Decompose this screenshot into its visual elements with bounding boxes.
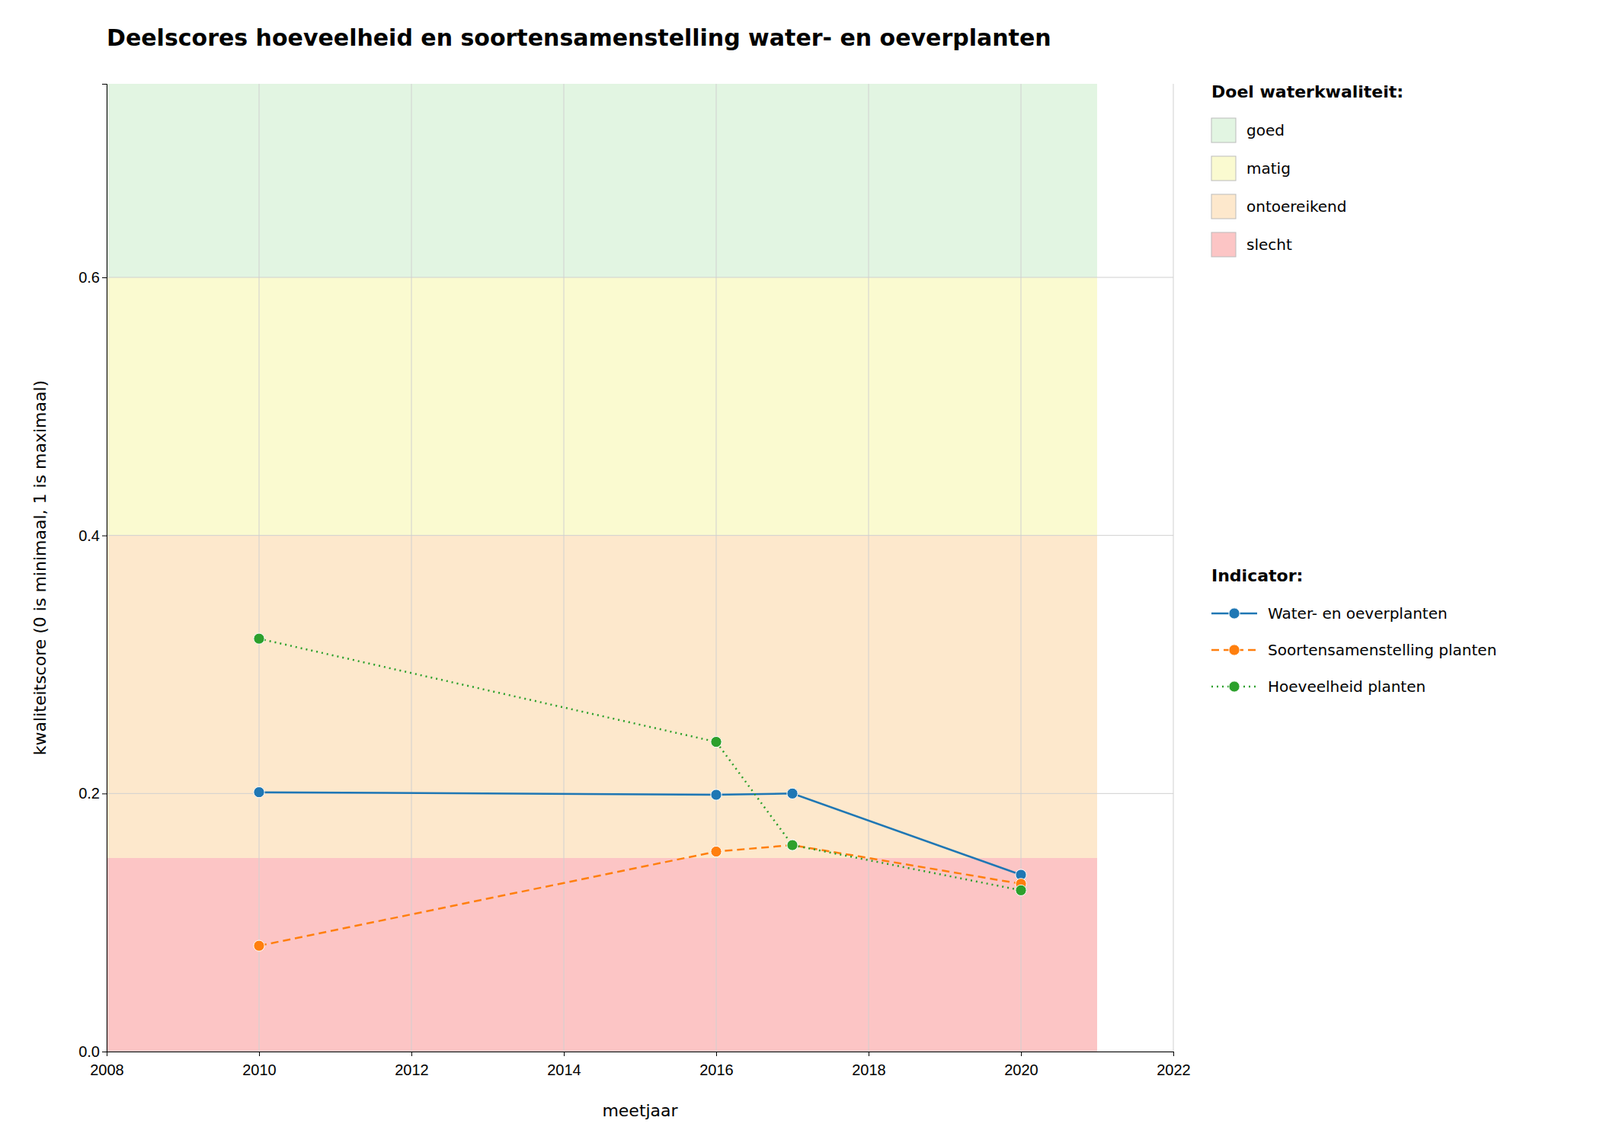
- series-point: [787, 787, 798, 799]
- series-point: [710, 736, 722, 747]
- legend-title: Indicator:: [1211, 566, 1303, 586]
- y-axis-title: kwaliteitscore (0 is minimaal, 1 is maxi…: [30, 380, 50, 756]
- y-axis-line: [102, 84, 108, 1053]
- y-tick-mark: [102, 1051, 107, 1053]
- legend-label: Soortensamenstelling planten: [1267, 640, 1497, 660]
- title: Deelscores hoeveelheid en soortensamenst…: [106, 24, 1052, 52]
- y-tick: 0.4: [78, 527, 107, 544]
- x-tick-label: 2010: [242, 1061, 277, 1079]
- x-tick-label: 2016: [699, 1061, 734, 1079]
- x-tick: 2012: [394, 1051, 429, 1079]
- x-tick-mark: [563, 1051, 565, 1056]
- y-tick-mark: [102, 793, 107, 794]
- legend-marker: [1228, 644, 1240, 656]
- x-tick: 2016: [699, 1051, 734, 1079]
- quality-band: [106, 857, 1098, 1052]
- quality-band: [106, 535, 1098, 858]
- x-tick-mark: [716, 1051, 717, 1056]
- legend-label: Water- en oeverplanten: [1267, 604, 1448, 623]
- x-tick: 2014: [547, 1051, 582, 1079]
- y-tick: 0.2: [78, 784, 107, 802]
- y-axis: 0.0 0.2 0.4 0.6: [78, 84, 107, 1060]
- grid-line-x: [563, 83, 565, 1052]
- series-point: [253, 940, 265, 951]
- x-tick-mark: [868, 1051, 870, 1056]
- series-point: [710, 789, 722, 800]
- y-tick-label: 0.4: [78, 527, 100, 544]
- y-tick: 0.6: [78, 268, 107, 286]
- y-tick-label: 0.2: [78, 784, 100, 802]
- grid-line-x: [1173, 83, 1175, 1052]
- quality-band: [106, 277, 1098, 536]
- series-line: [259, 638, 1021, 890]
- series-point: [787, 839, 798, 851]
- x-tick: 2020: [1004, 1051, 1039, 1079]
- x-tick-label: 2020: [1004, 1061, 1039, 1079]
- x-axis: 2008 2010 2012 2014 2016 2018 2020 2022: [89, 1051, 1191, 1079]
- series-point: [710, 845, 722, 857]
- grid-line-y: [106, 277, 1174, 279]
- grid-line-x: [1020, 83, 1022, 1052]
- y-tick: 0.0: [78, 1043, 107, 1060]
- x-tick: 2010: [242, 1051, 277, 1079]
- x-tick-label: 2018: [851, 1061, 887, 1079]
- y-tick-mark: [102, 277, 107, 279]
- y-tick-mark: [102, 535, 107, 537]
- x-axis-title: meetjaar: [601, 1100, 679, 1120]
- legend-swatch: [1211, 156, 1236, 181]
- legend-title: Doel waterkwaliteit:: [1211, 82, 1404, 102]
- legend-swatch: [1211, 232, 1236, 257]
- x-tick-mark: [1173, 1051, 1175, 1056]
- legend-swatch: [1211, 194, 1236, 219]
- bands: [106, 83, 1098, 1052]
- x-tick-mark: [411, 1051, 413, 1056]
- legend-marker: [1228, 681, 1240, 692]
- x-tick: 2018: [851, 1051, 887, 1079]
- x-tick-mark: [1020, 1051, 1022, 1056]
- x-tick-label: 2014: [547, 1061, 582, 1079]
- legend-marker: [1228, 608, 1240, 619]
- legend-label: matig: [1246, 159, 1291, 178]
- grid-line-x: [716, 83, 717, 1052]
- series-point: [787, 839, 798, 851]
- grid: [106, 83, 1174, 1052]
- x-tick-label: 2012: [394, 1061, 429, 1079]
- chart: 200820102012201420162018202020220.00.20.…: [0, 0, 1600, 1143]
- grid-line-x: [259, 83, 260, 1052]
- x-axis-line: [107, 1052, 1175, 1057]
- x-tick: 2022: [1156, 1051, 1191, 1079]
- legend-label: Hoeveelheid planten: [1267, 677, 1426, 696]
- series-point: [253, 787, 265, 798]
- quality-band: [106, 83, 1098, 278]
- series-point: [1015, 884, 1027, 896]
- grid-line-x: [411, 83, 413, 1052]
- legend-swatch: [1211, 118, 1236, 143]
- legend-indicator: Indicator: Water- en oeverplanten Soortens…: [1211, 566, 1497, 696]
- plot: 200820102012201420162018202020220.00.20.…: [78, 83, 1191, 1079]
- grid-line-x: [868, 83, 870, 1052]
- y-tick-label: 0.6: [78, 268, 100, 286]
- series-point: [253, 633, 265, 644]
- legend-quality: Doel waterkwaliteit: goed matig ontoereiken…: [1211, 82, 1404, 257]
- x-tick-mark: [259, 1051, 260, 1056]
- x-tick-label: 2008: [89, 1061, 125, 1079]
- series-marks: [253, 633, 1027, 951]
- legend-label: ontoereikend: [1246, 197, 1347, 216]
- x-tick-label: 2022: [1156, 1061, 1191, 1079]
- grid-line-y: [106, 534, 1174, 536]
- series-line: [259, 844, 1021, 946]
- y-tick-label: 0.0: [78, 1043, 100, 1060]
- legend-label: goed: [1246, 121, 1285, 140]
- legend-label: slecht: [1246, 235, 1293, 254]
- series-line: [259, 792, 1021, 875]
